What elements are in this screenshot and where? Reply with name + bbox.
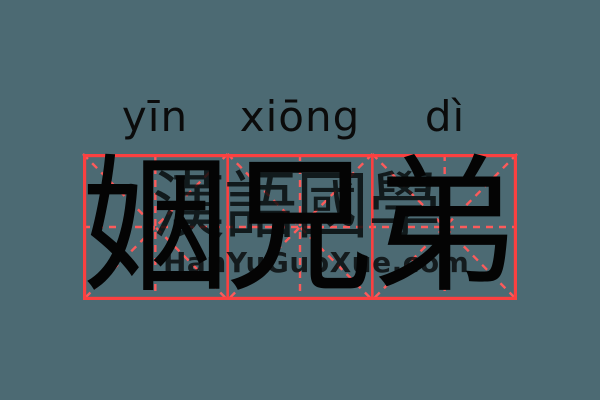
- pinyin-syllable-2: xiōng: [239, 92, 361, 141]
- watermark-cjk-text: 漢語國學: [152, 164, 441, 249]
- pinyin-syllable-3: dì: [424, 92, 466, 141]
- pinyin-syllable-1: yīn: [121, 92, 189, 141]
- practice-grid: [82, 153, 518, 301]
- watermark-site-text: HanYuGuoXue.com: [163, 246, 470, 279]
